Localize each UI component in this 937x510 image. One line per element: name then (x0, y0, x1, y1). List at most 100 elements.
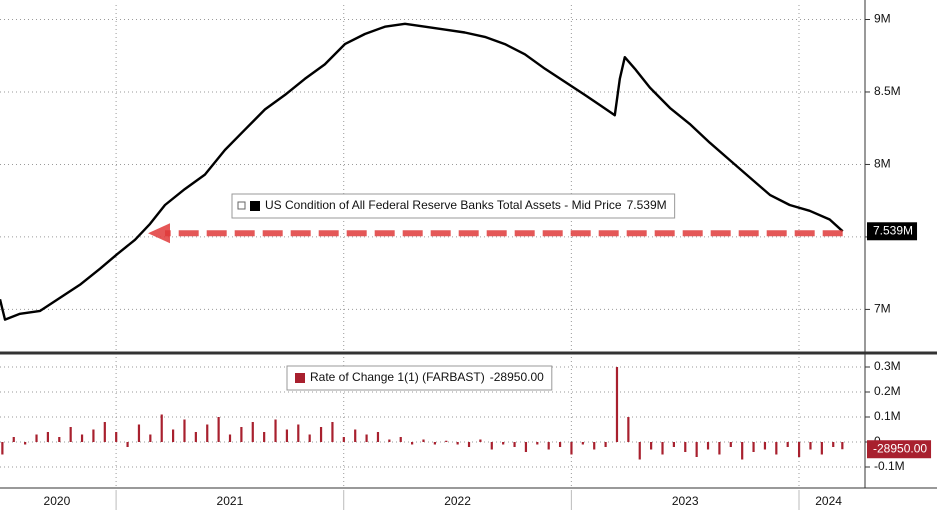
bar (513, 442, 516, 447)
x-tick-label: 2022 (444, 494, 471, 508)
legend-label: Rate of Change 1(1) (FARBAST) (310, 370, 485, 384)
bar (399, 437, 402, 442)
bar (228, 434, 232, 442)
bar (46, 432, 50, 442)
bar (80, 434, 84, 442)
bar (752, 442, 755, 452)
bar (684, 442, 687, 452)
bar (285, 429, 289, 442)
bar (24, 442, 27, 445)
bar (331, 422, 334, 442)
bar (672, 442, 675, 447)
bar (194, 432, 197, 442)
x-tick-label: 2023 (672, 494, 699, 508)
last-value-tag (867, 440, 932, 459)
legend-value: -28950.00 (490, 370, 544, 384)
bar (786, 442, 789, 447)
y-tick-label: 8M (874, 157, 891, 171)
legend-toggle (237, 201, 246, 210)
legend-swatch (295, 373, 305, 383)
legend-swatch (250, 201, 260, 211)
bar (411, 442, 414, 445)
y-tick-label: 0.2M (874, 384, 901, 398)
last-value-label: -28950.00 (873, 441, 927, 455)
legend-box (231, 193, 676, 219)
bar (35, 434, 38, 442)
bar (729, 442, 732, 447)
bar (627, 417, 630, 442)
line (0, 22, 844, 321)
bar (809, 442, 812, 450)
bar (593, 442, 596, 450)
bar (763, 442, 767, 450)
legend-box (286, 365, 553, 391)
bar (92, 429, 95, 442)
arrow-head (148, 223, 170, 244)
bar (137, 424, 141, 442)
bar (741, 442, 744, 460)
bar (706, 442, 710, 450)
bar (183, 419, 186, 442)
legend-label: US Condition of All Federal Reserve Bank… (265, 198, 622, 212)
bar (308, 434, 311, 442)
bar (547, 442, 550, 450)
bar (797, 442, 801, 457)
bar (558, 442, 562, 447)
bar (126, 442, 129, 447)
x-tick-label: 2020 (44, 494, 71, 508)
bar (445, 440, 448, 442)
bar (388, 439, 391, 442)
bar (365, 434, 368, 442)
bar (12, 437, 15, 442)
bar (695, 442, 698, 457)
bar (638, 442, 641, 460)
bar (524, 442, 528, 452)
bar (69, 427, 72, 442)
bar (422, 439, 425, 442)
bar (650, 442, 653, 450)
bar (536, 442, 539, 445)
bar (376, 432, 380, 442)
bar (841, 442, 844, 450)
bar (820, 442, 823, 455)
last-value-tag (867, 222, 918, 241)
bar (172, 429, 175, 442)
bar (263, 432, 266, 442)
last-value-label: 7.539M (873, 223, 913, 237)
bar (115, 432, 118, 442)
y-tick-label: -0.1M (874, 459, 905, 473)
bar (604, 442, 607, 447)
bar (240, 427, 243, 442)
bar (149, 434, 152, 442)
y-tick-label: 8.5M (874, 84, 901, 98)
bar (479, 439, 482, 442)
x-tick-label: 2024 (815, 494, 842, 508)
bar (718, 442, 721, 455)
bar (570, 442, 573, 455)
bar (297, 424, 300, 442)
bar (581, 442, 584, 445)
bar (502, 442, 505, 445)
bar (217, 417, 220, 442)
bar (342, 437, 345, 442)
bar (467, 442, 471, 447)
bar (456, 442, 459, 445)
bar (615, 367, 619, 442)
bar (274, 419, 277, 442)
bar (206, 424, 209, 442)
bar (1, 442, 4, 455)
bar (661, 442, 664, 455)
x-tick-label: 2021 (217, 494, 244, 508)
bar (433, 442, 436, 445)
legend-value: 7.539M (627, 198, 667, 212)
bar (354, 429, 357, 442)
y-tick-label: 9M (874, 12, 891, 26)
bar (58, 437, 61, 442)
bar (160, 414, 163, 442)
bar (103, 422, 106, 442)
bar (832, 442, 835, 447)
